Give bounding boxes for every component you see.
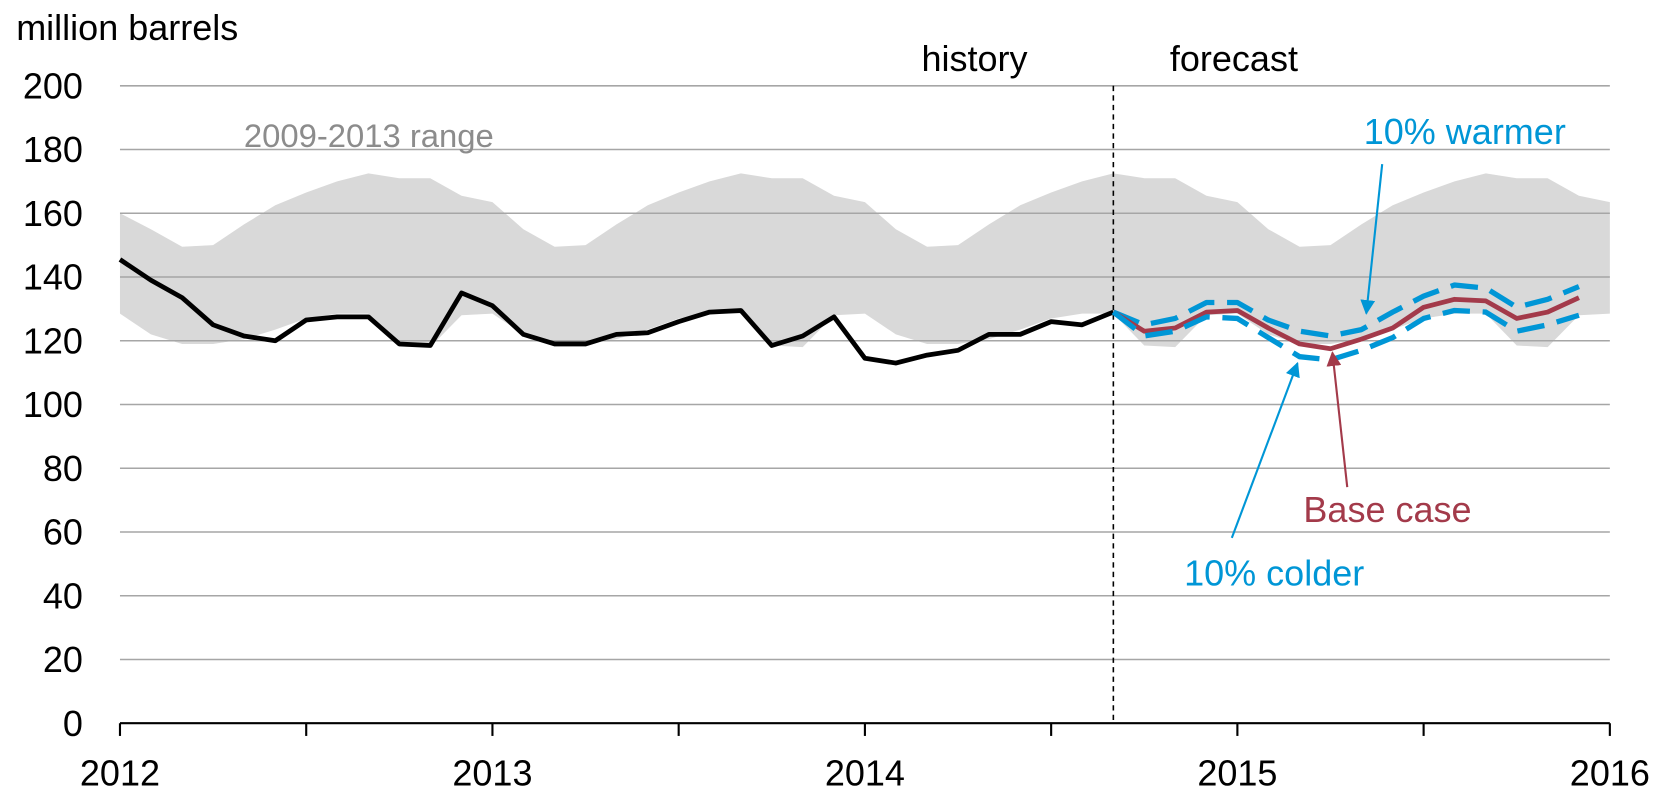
x-tick-label: 2014 bbox=[825, 753, 905, 791]
y-tick-label: 140 bbox=[23, 257, 83, 298]
arrow bbox=[1360, 164, 1384, 315]
range-label: 2009-2013 range bbox=[244, 117, 494, 154]
y-tick-label: 0 bbox=[63, 703, 83, 744]
x-tick-label: 2013 bbox=[452, 753, 532, 791]
x-tick-label: 2015 bbox=[1197, 753, 1277, 791]
y-tick-label: 180 bbox=[23, 129, 83, 170]
y-axis-label: million barrels bbox=[16, 7, 238, 48]
range-band bbox=[119, 173, 1610, 348]
series-line bbox=[118, 257, 1115, 366]
arrows bbox=[1230, 164, 1384, 539]
y-tick-label: 80 bbox=[43, 448, 83, 489]
arrow bbox=[1230, 361, 1300, 539]
series-line bbox=[1111, 307, 1580, 363]
series-line bbox=[1112, 282, 1580, 339]
forecast-label: forecast bbox=[1170, 38, 1298, 79]
lines-layer bbox=[118, 257, 1580, 366]
series-label: 10% colder bbox=[1184, 553, 1364, 594]
y-tick-label: 120 bbox=[23, 320, 83, 361]
y-tick-label: 40 bbox=[43, 575, 83, 616]
grid-layer bbox=[118, 84, 1611, 736]
series-line bbox=[1112, 295, 1580, 352]
x-tick-label: 2012 bbox=[80, 753, 160, 791]
series-label: Base case bbox=[1303, 489, 1471, 530]
history-label: history bbox=[921, 38, 1027, 79]
y-tick-label: 100 bbox=[23, 384, 83, 425]
arrow bbox=[1326, 351, 1349, 488]
band-layer bbox=[119, 173, 1610, 348]
y-tick-label: 20 bbox=[43, 639, 83, 680]
y-tick-label: 160 bbox=[23, 193, 83, 234]
series-label: 10% warmer bbox=[1364, 111, 1566, 152]
y-tick-label: 200 bbox=[23, 65, 83, 106]
text-layer: million barrels history forecast 0 20 40 60… bbox=[16, 7, 1650, 791]
y-tick-label: 60 bbox=[43, 512, 83, 553]
x-tick-label: 2016 bbox=[1570, 753, 1650, 791]
